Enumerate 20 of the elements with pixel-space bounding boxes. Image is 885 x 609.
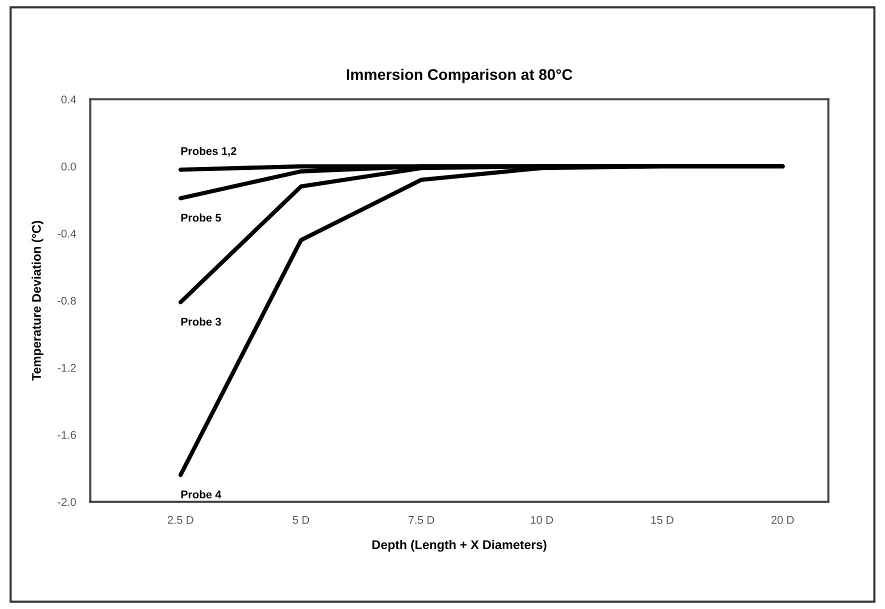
y-tick-label: 0.0 bbox=[61, 162, 76, 170]
x-tick-label: 15 D bbox=[651, 516, 674, 524]
x-tick-label: 10 D bbox=[530, 516, 553, 524]
x-tick-label: 20 D bbox=[771, 516, 794, 524]
x-tick-label: 5 D bbox=[292, 516, 310, 524]
x-tick-label: 7.5 D bbox=[408, 516, 434, 524]
y-tick-label: -0.8 bbox=[58, 296, 76, 305]
x-axis-title: Depth (Length + X Diameters) bbox=[372, 540, 546, 552]
series-label: Probe 5 bbox=[181, 214, 222, 222]
y-axis-title: Temperature Deviation (°C) bbox=[32, 220, 44, 381]
y-tick-label: -2.0 bbox=[58, 498, 76, 506]
series-label: Probes 1,2 bbox=[181, 146, 236, 157]
x-tick-label: 2.5 D bbox=[168, 516, 194, 524]
y-tick-label: -0.4 bbox=[58, 230, 76, 238]
y-tick-label: 0.4 bbox=[61, 96, 76, 104]
series-label: Probe 4 bbox=[181, 490, 222, 498]
series-label: Probe 3 bbox=[181, 317, 221, 326]
chart-title: Immersion Comparison at 80°C bbox=[346, 68, 572, 83]
y-tick-label: -1.6 bbox=[58, 430, 76, 439]
y-tick-label: -1.2 bbox=[58, 364, 76, 372]
